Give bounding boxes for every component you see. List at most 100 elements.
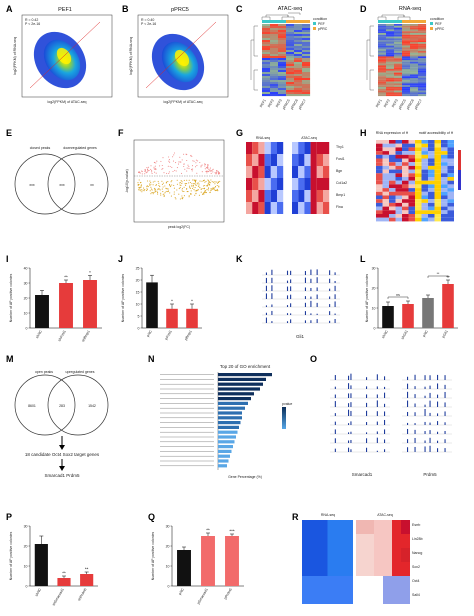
volcano-point [179, 198, 181, 200]
heatmap-cell [302, 78, 311, 81]
heatmap-cell [286, 66, 295, 69]
heatmap-cell [365, 520, 374, 534]
heatmap-cell [294, 62, 303, 65]
heatmap-cell [270, 44, 279, 47]
track-peak [384, 392, 386, 398]
heatmap-cell [408, 169, 415, 174]
panel-p-ylabel: Number of AP positive colonies [9, 532, 13, 581]
heatmap-cell [415, 177, 422, 181]
volcano-point [204, 192, 206, 194]
heatmap-cell [286, 84, 295, 87]
heatmap-cell [415, 158, 422, 163]
panel-d-legend-pef: PEF [435, 22, 442, 26]
heatmap-cell [415, 173, 422, 177]
heatmap-cell [386, 70, 395, 73]
volcano-point [204, 165, 206, 167]
panel-m-genes: Smarcad1 Prdm5 [44, 473, 80, 478]
heatmap-cell [262, 62, 271, 65]
heatmap-cell [262, 52, 271, 55]
track-peak [286, 295, 289, 299]
heatmap-cell [402, 36, 411, 39]
track-peak [429, 445, 431, 452]
go-bar [218, 416, 242, 420]
volcano-point [190, 190, 192, 192]
heatmap-cell [441, 184, 448, 189]
y-tick-label: 10 [24, 564, 28, 568]
heatmap-cell [378, 90, 387, 93]
volcano-point [213, 181, 215, 183]
volcano-point [195, 184, 197, 187]
heatmap-cell [386, 31, 395, 34]
heatmap-cell [278, 42, 287, 45]
heatmap-cell [394, 52, 403, 55]
heatmap-cell [378, 25, 387, 28]
heatmap-cell [356, 590, 365, 604]
heatmap-cell [418, 65, 427, 68]
volcano-point [151, 189, 153, 191]
volcano-point [137, 184, 139, 187]
heatmap-cell [252, 178, 259, 190]
heatmap-cell [376, 169, 383, 174]
track-peak [407, 428, 409, 434]
volcano-point [213, 188, 215, 190]
panel-c: C ATAC-seq condition PEF pPRC PEF1 PEF2 PE… [236, 4, 328, 110]
volcano-point [183, 153, 185, 155]
panel-n: N Top 20 of GO enrichment Gene Percentag… [148, 354, 292, 479]
track-peak [429, 437, 431, 443]
volcano-point [204, 181, 206, 183]
panel-c-heatmap [262, 24, 311, 97]
heatmap-cell [394, 74, 403, 77]
heatmap-cell [264, 178, 271, 190]
heatmap-cell [316, 190, 323, 202]
heatmap-cell [246, 154, 253, 166]
track-peak [304, 302, 306, 307]
panel-q-ylabel: Number of AP positive colonies [151, 532, 155, 581]
volcano-point [189, 187, 191, 189]
go-bar [218, 392, 254, 396]
panel-f-xlabel: peak log2(FC) [168, 225, 190, 229]
heatmap-cell [401, 576, 410, 590]
panel-b-fit-line [145, 21, 217, 89]
volcano-point [147, 166, 150, 168]
category-label: pSmarcad1 [196, 587, 208, 605]
heatmap-cell [434, 199, 441, 203]
heatmap-cell [378, 33, 387, 35]
heatmap-cell [302, 82, 311, 85]
category-label: pNC [422, 329, 429, 337]
bar [35, 295, 49, 328]
volcano-point [176, 189, 178, 191]
heatmap-cell [316, 142, 323, 154]
heatmap-cell [302, 40, 311, 43]
heatmap-cell [421, 154, 428, 159]
volcano-point [174, 197, 176, 199]
panel-b-scatter [151, 33, 205, 91]
panel-o-tracks [330, 373, 452, 453]
heatmap-cell [428, 177, 435, 181]
volcano-point [175, 170, 177, 172]
heatmap-cell [418, 79, 427, 82]
heatmap-cell [252, 202, 259, 214]
heatmap-cell [395, 143, 402, 148]
panel-g-gene-1: Thy1 [336, 145, 344, 149]
heatmap-cell [286, 72, 295, 75]
volcano-point [198, 185, 200, 187]
heatmap-cell [386, 81, 395, 84]
heatmap-cell [410, 94, 419, 97]
heatmap-cell [376, 184, 383, 189]
volcano-point [175, 162, 177, 164]
volcano-point [139, 172, 141, 174]
volcano-point [181, 187, 183, 189]
panel-r-left-title: RNA-seq [321, 513, 335, 517]
track-peak [384, 403, 386, 407]
volcano-point [170, 186, 172, 188]
heatmap-cell [402, 165, 409, 170]
heatmap-cell [294, 80, 303, 83]
heatmap-cell [252, 154, 259, 166]
significance-label: * [89, 270, 91, 275]
volcano-point [195, 182, 197, 184]
heatmap-cell [402, 147, 409, 152]
y-tick-label: 10 [372, 306, 376, 310]
significance-label: ** [85, 567, 89, 572]
heatmap-cell [278, 68, 287, 71]
go-bar [218, 440, 235, 444]
